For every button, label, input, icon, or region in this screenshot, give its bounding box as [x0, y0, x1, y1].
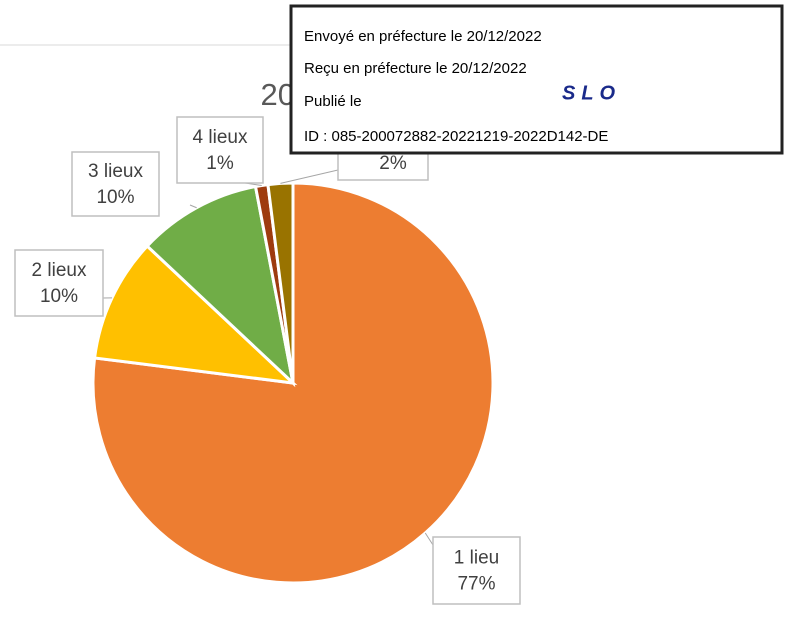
label-box — [14, 249, 104, 317]
pie — [91, 181, 495, 585]
label-category: 1 lieu — [454, 548, 499, 569]
label-category: 2 lieux — [32, 260, 87, 281]
stamp-line: Publié le — [304, 93, 362, 110]
label-box — [176, 116, 264, 184]
label-value: 77% — [457, 574, 495, 595]
pie-slice — [145, 184, 296, 388]
stamp: Envoyé en préfecture le 20/12/2022 Reçu … — [289, 4, 784, 155]
label-value: 2% — [379, 153, 407, 174]
pie-slice — [92, 243, 298, 386]
label-box — [71, 151, 160, 217]
stamp-line: Reçu en préfecture le 20/12/2022 — [304, 60, 527, 77]
pie-slice — [266, 181, 295, 384]
stamp-line: ID : 085-200072882-20221219-2022D142-DE — [304, 128, 608, 145]
label-box — [432, 536, 521, 605]
leader-line — [280, 169, 339, 184]
label-value: 1% — [206, 153, 234, 174]
data-labels: 1 lieu 77% 2 lieux 10% 3 lieux 10% 4 lieux 1% 2% — [14, 116, 521, 605]
label-value: 10% — [96, 187, 134, 208]
stamp-box — [289, 4, 784, 155]
label-value: 10% — [40, 286, 78, 307]
stamp-logo: SLO — [562, 82, 621, 104]
leader-line — [189, 204, 197, 209]
label-category: 3 lieux — [88, 161, 143, 182]
stamp-line: Envoyé en préfecture le 20/12/2022 — [304, 28, 542, 45]
leader-line — [424, 532, 434, 546]
label-category: 4 lieux — [193, 127, 248, 148]
